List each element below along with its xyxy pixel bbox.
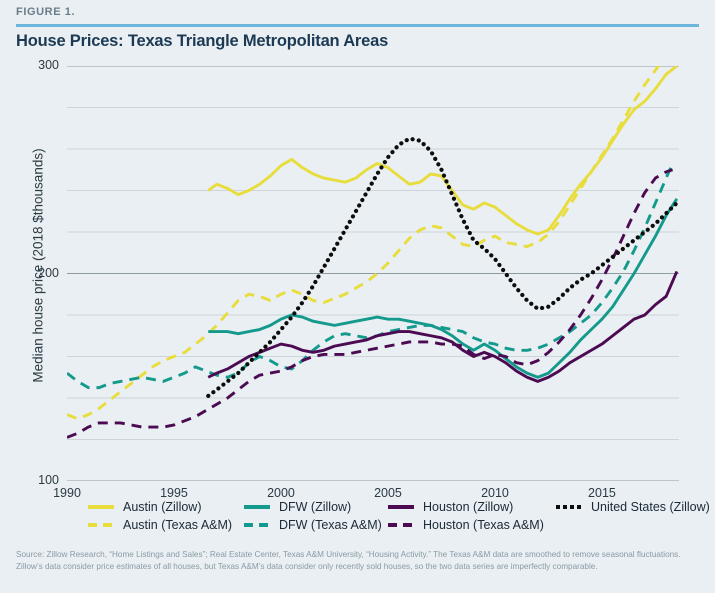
x-tick-label: 2000: [267, 486, 295, 500]
y-tick-label: 300: [38, 58, 59, 72]
series-line-austin-zillow: [207, 66, 678, 236]
x-tick-label: 2005: [374, 486, 402, 500]
header-rule: [16, 24, 699, 27]
source-note: Source: Zillow Research, “Home Listings …: [16, 550, 681, 571]
series-line-united-states-zillow: [206, 136, 679, 399]
legend-label: United States (Zillow): [591, 500, 710, 514]
legend-united-states-zillow[interactable]: United States (Zillow): [556, 498, 710, 516]
legend-austin-zillow[interactable]: Austin (Zillow): [88, 498, 232, 516]
legend-label: DFW (Texas A&M): [279, 518, 382, 532]
legend-label: DFW (Zillow): [279, 500, 352, 514]
figure-title: House Prices: Texas Triangle Metropolita…: [16, 32, 389, 50]
legend-label: Austin (Zillow): [123, 500, 202, 514]
x-tick-label: 2015: [588, 486, 616, 500]
chart-svg: [67, 66, 679, 481]
legend-column: Austin (Zillow) Austin (Texas A&M): [88, 498, 232, 534]
legend-column: United States (Zillow): [556, 498, 710, 516]
legend-houston-tamu[interactable]: Houston (Texas A&M): [388, 516, 544, 534]
series-line-dfw-zillow: [208, 198, 679, 379]
legend-dfw-zillow[interactable]: DFW (Zillow): [244, 498, 382, 516]
legend-houston-zillow[interactable]: Houston (Zillow): [388, 498, 544, 516]
legend-column: DFW (Zillow) DFW (Texas A&M): [244, 498, 382, 534]
legend-label: Houston (Texas A&M): [423, 518, 544, 532]
series-line-dfw-texas-a-m: [67, 162, 674, 390]
x-tick-label: 2010: [481, 486, 509, 500]
plot-area: [67, 66, 679, 481]
legend-label: Austin (Texas A&M): [123, 518, 233, 532]
legend-label: Houston (Zillow): [423, 500, 514, 514]
series-line-houston-zillow: [207, 270, 679, 383]
chart-legend: Austin (Zillow) Austin (Texas A&M) DFW (Zi…: [16, 498, 710, 538]
x-tick-label: 1995: [160, 486, 188, 500]
series-line-houston-texas-a-m: [67, 168, 674, 439]
y-tick-label: 200: [38, 265, 59, 280]
y-tick-label: 100: [38, 473, 59, 487]
legend-column: Houston (Zillow) Houston (Texas A&M): [388, 498, 544, 534]
x-tick-label: 1990: [53, 486, 81, 500]
figure-label: FIGURE 1.: [16, 6, 76, 18]
legend-austin-tamu[interactable]: Austin (Texas A&M): [88, 516, 232, 534]
legend-dfw-tamu[interactable]: DFW (Texas A&M): [244, 516, 382, 534]
series-line-austin-texas-a-m: [67, 66, 661, 421]
